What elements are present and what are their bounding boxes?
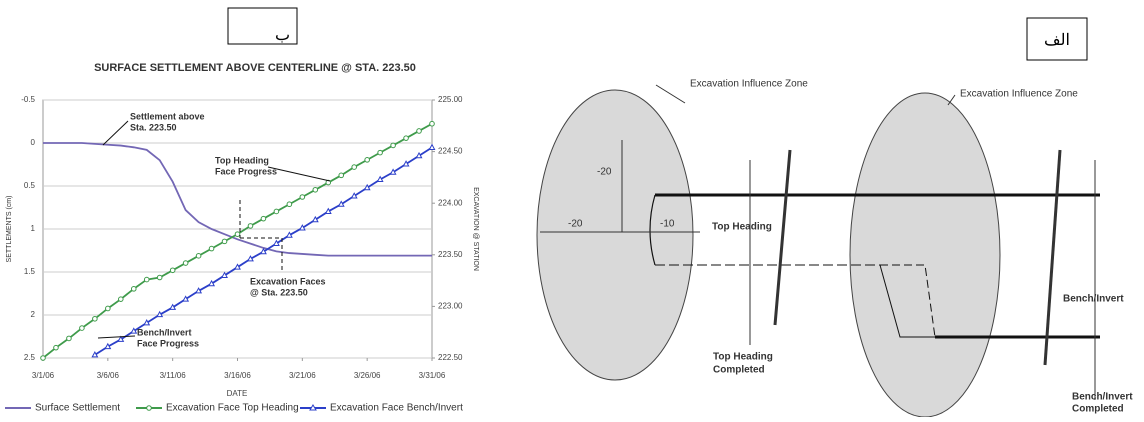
marker xyxy=(287,202,292,207)
marker xyxy=(430,121,435,126)
figure-label: ب xyxy=(275,27,290,44)
x-tick-label: 3/16/06 xyxy=(224,371,251,380)
marker xyxy=(248,256,253,261)
y-axis-label: SETTLEMENTS (cm) xyxy=(6,196,13,263)
marker xyxy=(248,224,253,229)
influence-zone xyxy=(537,90,693,380)
completed-label: Completed xyxy=(713,365,765,376)
marker xyxy=(326,209,331,214)
annotation-arrow xyxy=(98,336,135,338)
zone-label: Excavation Influence Zone xyxy=(960,89,1078,100)
diagram: Excavation Influence Zone Excavation Inf… xyxy=(537,79,1133,417)
marker xyxy=(41,356,46,361)
marker xyxy=(378,177,383,182)
marker xyxy=(261,216,266,221)
marker xyxy=(222,239,227,244)
figure-label: الف xyxy=(1044,32,1070,49)
marker xyxy=(209,246,214,251)
marker xyxy=(274,209,279,214)
y2-tick-label: 224.00 xyxy=(438,198,463,207)
annotation: @ Sta. 223.50 xyxy=(250,287,308,297)
annotation: Sta. 223.50 xyxy=(130,122,177,132)
marker xyxy=(417,129,422,134)
completed-label: Bench/Invert xyxy=(1072,392,1133,403)
y-tick-label: 0 xyxy=(31,138,36,147)
marker xyxy=(106,306,111,311)
y-tick-label: 1.5 xyxy=(24,267,36,276)
y-tick-label: 2 xyxy=(31,310,36,319)
y2-axis-label: EXCAVATION @ STATION xyxy=(472,187,479,271)
y-tick-label: -0.5 xyxy=(21,95,35,104)
completed-label: Top Heading xyxy=(713,352,773,363)
marker xyxy=(313,187,318,192)
marker xyxy=(157,275,162,280)
x-tick-label: 3/21/06 xyxy=(289,371,316,380)
marker xyxy=(235,232,240,237)
marker xyxy=(352,165,357,170)
annotation-arrow xyxy=(103,121,128,145)
legend-label: Excavation Face Top Heading xyxy=(166,403,299,414)
marker xyxy=(365,158,370,163)
y-tick-label: 2.5 xyxy=(24,353,36,362)
x-tick-label: 3/26/06 xyxy=(354,371,381,380)
x-axis-label: DATE xyxy=(227,389,248,398)
legend-label: Surface Settlement xyxy=(35,403,120,414)
annotation: Bench/Invert xyxy=(137,327,192,337)
legend-label: Excavation Face Bench/Invert xyxy=(330,403,463,414)
dimension-label: -10 xyxy=(660,219,675,230)
marker xyxy=(54,345,59,350)
break-line xyxy=(775,150,790,325)
plot: -0.5 0 0.5 1 1.5 2 2.5 222.50 223.00 223.50 224.00… xyxy=(21,95,463,380)
y-tick-label: 1 xyxy=(31,224,36,233)
annotation-arrow xyxy=(268,167,330,181)
marker xyxy=(80,326,85,331)
top-heading-label: Top Heading xyxy=(712,222,772,233)
annotation: Face Progress xyxy=(215,166,277,176)
marker xyxy=(105,344,110,349)
marker xyxy=(183,261,188,266)
marker xyxy=(429,145,434,150)
zone-label: Excavation Influence Zone xyxy=(690,79,808,90)
y2-tick-label: 224.50 xyxy=(438,147,463,156)
bench-label: Bench/Invert xyxy=(1063,294,1124,305)
marker xyxy=(67,336,72,341)
marker xyxy=(391,143,396,148)
marker xyxy=(287,232,292,237)
annotation: Top Heading xyxy=(215,155,269,165)
marker xyxy=(196,254,201,259)
dimension-label: -20 xyxy=(568,219,583,230)
completed-label: Completed xyxy=(1072,404,1124,415)
annotation: Excavation Faces xyxy=(250,276,326,286)
marker xyxy=(170,268,175,273)
annotation: Face Progress xyxy=(137,338,199,348)
marker xyxy=(93,316,98,321)
y2-tick-label: 223.00 xyxy=(438,302,463,311)
marker xyxy=(300,195,305,200)
dimension-label: -20 xyxy=(597,167,612,178)
y2-tick-label: 225.00 xyxy=(438,95,463,104)
annotation: Settlement above xyxy=(130,111,205,121)
x-tick-label: 3/31/06 xyxy=(419,371,446,380)
legend-marker xyxy=(147,406,152,411)
break-line xyxy=(1045,150,1060,365)
figure: Excavation Influence Zone Excavation Inf… xyxy=(0,0,1144,417)
x-tick-label: 3/1/06 xyxy=(32,371,55,380)
marker xyxy=(196,288,201,293)
y-tick-label: 0.5 xyxy=(24,181,36,190)
marker xyxy=(378,150,383,155)
marker xyxy=(157,312,162,317)
x-tick-label: 3/11/06 xyxy=(160,371,187,380)
page: {"chart_data": {"type": "line", "title":… xyxy=(0,0,1144,417)
influence-zone xyxy=(850,93,1000,417)
marker xyxy=(339,173,344,178)
y2-tick-label: 222.50 xyxy=(438,353,463,362)
marker xyxy=(404,136,409,141)
x-tick-label: 3/6/06 xyxy=(97,371,120,380)
y2-tick-label: 223.50 xyxy=(438,250,463,259)
marker xyxy=(144,277,149,282)
marker xyxy=(119,297,124,302)
chart-title: SURFACE SETTLEMENT ABOVE CENTERLINE @ ST… xyxy=(94,62,416,74)
marker xyxy=(131,287,136,292)
leader-line xyxy=(656,85,685,103)
